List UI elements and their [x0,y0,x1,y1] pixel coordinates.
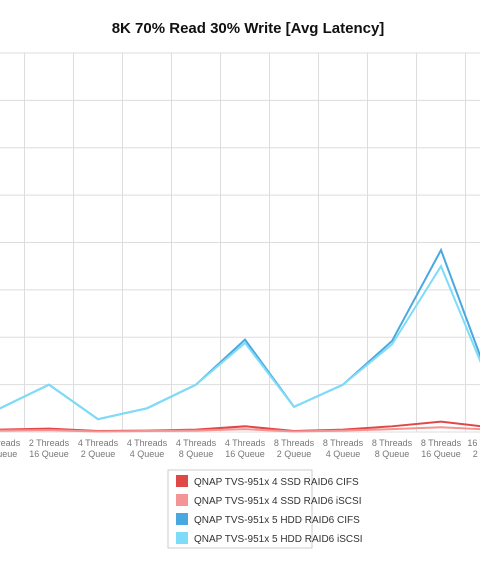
legend-swatch [176,494,188,506]
x-tick-label: 8 Threads 8 Queue [372,438,413,459]
x-tick-label-line: 8 Queue [375,449,410,459]
x-tick-label-line: 16 Threads [467,438,480,448]
x-tick-label-line: 16 Queue [225,449,265,459]
legend-label: QNAP TVS-951x 5 HDD RAID6 iSCSI [194,534,363,545]
x-tick-label-line: 4 Threads [78,438,119,448]
x-tick-label: 8 Threads 2 Queue [274,438,315,459]
legend-label: QNAP TVS-951x 4 SSD RAID6 CIFS [194,477,359,488]
x-tick-label: 8 Threads 16 Queue [421,438,462,459]
series-line [0,264,480,421]
x-tick-label-line: 16 Queue [29,449,69,459]
x-tick-label: 4 Threads 8 Queue [176,438,217,459]
x-tick-label-line: 8 Threads [323,438,364,448]
x-tick-label-line: 4 Threads [127,438,168,448]
x-tick-label-line: 2 Queue [277,449,312,459]
legend-label: QNAP TVS-951x 4 SSD RAID6 iSCSI [194,496,361,507]
x-tick-label: 8 Threads 4 Queue [323,438,364,459]
x-tick-label-line: 8 Threads [372,438,413,448]
legend-label: QNAP TVS-951x 5 HDD RAID6 CIFS [194,515,360,526]
legend-box [167,469,313,549]
x-tick-label-line: 2 Threads [0,438,21,448]
x-tick-label-line: 4 Threads [176,438,217,448]
x-tick-label-line: 4 Threads [225,438,266,448]
legend-swatch [176,513,188,525]
chart-title: 8K 70% Read 30% Write [Avg Latency] [112,20,385,37]
x-tick-label-line: 16 Queue [421,449,461,459]
x-tick-label-line: 2 Queue [473,449,480,459]
x-tick-label: 4 Threads 4 Queue [127,438,168,459]
x-tick-label-line: 2 Queue [81,449,116,459]
x-tick-label-line: 2 Threads [29,438,70,448]
series-line [0,247,480,421]
x-tick-label: 2 Threads 16 Queue [29,438,70,459]
x-tick-label-line: 8 Threads [274,438,315,448]
x-tick-label-line: 8 Queue [0,449,17,459]
x-tick-label-line: 8 Threads [421,438,462,448]
x-tick-label: 4 Threads 16 Queue [225,438,266,459]
legend-swatch [176,532,188,544]
x-tick-label-line: 4 Queue [326,449,361,459]
x-tick-label-line: 8 Queue [179,449,214,459]
x-tick-label-line: 4 Queue [130,449,165,459]
x-tick-label: 4 Threads 2 Queue [78,438,119,459]
legend-swatch [176,475,188,487]
series-line [0,426,480,433]
